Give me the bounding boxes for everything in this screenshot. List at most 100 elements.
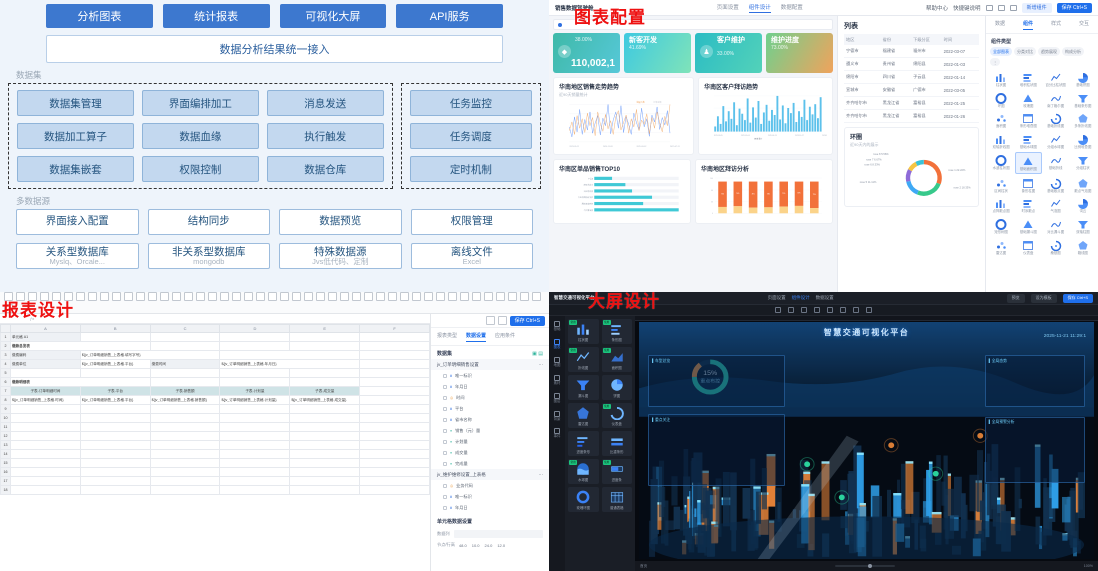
dataset-field[interactable]: ≡ 成交量 xyxy=(431,447,549,458)
ribbon-tool-icon[interactable] xyxy=(436,292,445,301)
spreadsheet-table[interactable]: A B C D E F 1 单元格 A1 2 缴款总览表 3 缴费编码 ${jv_订单明细销售_上表格.… xyxy=(0,324,430,495)
ribbon-tool-icon[interactable] xyxy=(76,292,85,301)
sheet-row-header[interactable]: 10 xyxy=(0,413,11,423)
sheet-cell[interactable] xyxy=(359,413,430,423)
field-checkbox[interactable] xyxy=(443,483,447,488)
sheet-col-header[interactable]: E xyxy=(289,324,361,333)
palette-item[interactable]: 词云 xyxy=(1070,195,1096,215)
ribbon-tool-icon[interactable] xyxy=(232,292,241,301)
rail-item[interactable]: 基础 xyxy=(554,321,560,332)
ribbon-tool-icon[interactable] xyxy=(112,292,121,301)
tab-data-config[interactable]: 数据配置 xyxy=(780,4,803,11)
formula-bar[interactable]: ƒx xyxy=(0,314,430,324)
screen-save-button[interactable]: 保存 Ctrl+S xyxy=(1062,293,1093,303)
sheet-cell[interactable] xyxy=(10,449,81,459)
palette-chip[interactable]: 全部图表 xyxy=(990,47,1012,56)
sheet-cell[interactable] xyxy=(149,449,221,459)
sheet-cell[interactable] xyxy=(10,368,81,378)
sheet-row-header[interactable]: 1 xyxy=(0,332,11,342)
statusbar-page[interactable]: 首页 xyxy=(640,563,648,568)
screen-component-card[interactable]: 常用 水球图 xyxy=(568,459,599,484)
screen-component-card[interactable]: 常用 条形图 xyxy=(601,319,632,344)
sheet-row-header[interactable]: 12 xyxy=(0,431,11,441)
sheet-row-header[interactable]: 6 xyxy=(0,377,11,387)
zoom-slider[interactable] xyxy=(835,563,896,568)
arch-pill[interactable]: 统计报表 xyxy=(162,4,270,28)
sheet-cell[interactable] xyxy=(10,467,81,477)
desktop-icon[interactable] xyxy=(985,4,993,11)
palette-item[interactable]: 基础漏斗图 xyxy=(1015,216,1041,236)
sheet-row-header[interactable]: 5 xyxy=(0,368,11,378)
ribbon-tool-icon[interactable] xyxy=(316,292,325,301)
tab-data[interactable]: 数据 xyxy=(994,21,1005,27)
palette-item[interactable]: 桑基图 xyxy=(1043,237,1069,257)
sheet-col-header[interactable]: D xyxy=(219,324,291,333)
sheet-row-header[interactable]: 9 xyxy=(0,404,11,414)
table-row[interactable]: 齐齐哈尔市 黑龙江省 富裕县 2022-01-25 xyxy=(844,96,979,110)
kpi-card[interactable]: ♟ 客户维护 33.00% xyxy=(695,33,762,73)
sheet-cell[interactable] xyxy=(219,431,291,441)
rail-item[interactable]: 背景 xyxy=(554,410,560,422)
sheet-cell[interactable] xyxy=(359,359,430,369)
sheet-row-header[interactable]: 17 xyxy=(0,476,11,486)
ribbon-tool-icon[interactable] xyxy=(496,292,505,301)
palette-item[interactable]: 分组柱状 xyxy=(1070,152,1096,174)
palette-item[interactable]: 基础水球图 xyxy=(1015,131,1041,151)
ribbon-tool-icon[interactable] xyxy=(196,292,205,301)
sheet-cell[interactable] xyxy=(149,404,221,414)
arch-cell[interactable]: 任务监控 xyxy=(409,90,532,116)
rowheight-v4[interactable]: 12.0 xyxy=(497,542,506,548)
cell-data-column-input[interactable] xyxy=(453,530,543,538)
sheet-row-header[interactable]: 2 xyxy=(0,341,11,351)
sheet-cell[interactable]: ${jv_订单明细销售_上表格.年月日} xyxy=(219,359,361,369)
tab-page-settings[interactable]: 页面设置 xyxy=(767,295,786,300)
screen-component-card[interactable]: 常用 进度条 xyxy=(601,459,632,484)
ribbon-tool-icon[interactable] xyxy=(292,292,301,301)
palette-item[interactable]: 条形堆叠图 xyxy=(1015,110,1041,130)
sheet-cell[interactable] xyxy=(79,467,151,477)
sheet-cell[interactable] xyxy=(359,332,430,342)
sheet-cell[interactable] xyxy=(289,332,361,342)
shortcut-link[interactable]: 快捷键说明 xyxy=(953,5,981,12)
table-row[interactable]: 宁德市 福建省 福州市 2022-03-07 xyxy=(844,45,979,58)
ribbon-tool-icon[interactable] xyxy=(400,292,409,301)
sheet-cell[interactable] xyxy=(10,485,81,495)
sheet-cell[interactable] xyxy=(79,368,151,378)
palette-item[interactable]: 面积图 xyxy=(988,110,1014,130)
rail-item[interactable]: 地图 xyxy=(554,356,560,368)
preview-button[interactable]: 预览 xyxy=(1006,293,1025,303)
palette-item[interactable]: 对比漏斗图 xyxy=(1043,216,1069,236)
sheet-cell[interactable] xyxy=(149,440,221,450)
arch-source-cell[interactable]: 特殊数据源 Jvs低代码、定制 xyxy=(279,243,402,269)
sheet-row-header[interactable]: 4 xyxy=(0,359,11,369)
ribbon-tool-icon[interactable] xyxy=(88,292,97,301)
tab-data-settings[interactable]: 数据设置 xyxy=(815,295,834,300)
palette-item[interactable]: 百分比柱状图 xyxy=(1043,69,1069,89)
palette-item[interactable]: 玫瑰图 xyxy=(1015,90,1041,110)
ribbon-tool-icon[interactable] xyxy=(160,292,169,301)
sheet-cell[interactable] xyxy=(359,422,430,432)
sheet-cell[interactable] xyxy=(79,440,151,450)
sheet-cell[interactable] xyxy=(219,341,291,351)
ribbon-tool-icon[interactable] xyxy=(388,292,397,301)
table-row[interactable]: 宣城市 安徽省 广德市 2022-03-05 xyxy=(844,83,979,97)
table-row[interactable]: 绵阳市 四川省 子云县 2022-01-14 xyxy=(844,70,979,84)
chart-panel-line[interactable]: 华南地区销售走势趋势 近90天销量统计 2023-05-11 2024-11-09… xyxy=(553,77,695,155)
ribbon-tool-icon[interactable] xyxy=(352,292,361,301)
palette-item[interactable]: 双轴柱图 xyxy=(1070,216,1096,236)
palette-chip[interactable]: ⋮ xyxy=(990,58,1000,66)
sheet-cell[interactable] xyxy=(289,440,361,450)
rail-item[interactable]: 事件 xyxy=(554,428,560,439)
ribbon-tool-icon[interactable] xyxy=(4,304,13,313)
ribbon-tool-icon[interactable] xyxy=(52,292,61,301)
arch-cell[interactable]: 执行触发 xyxy=(266,123,384,149)
rail-item[interactable]: 素材 xyxy=(554,374,560,386)
sheet-cell[interactable] xyxy=(149,458,221,468)
sheet-cell[interactable]: ${jv_订单明细销售_上表格.时间} xyxy=(10,395,81,405)
arch-source-cell[interactable]: 权限管理 xyxy=(410,209,533,235)
field-checkbox[interactable] xyxy=(443,406,447,411)
dataset-field[interactable]: ◎ 业务代码 xyxy=(431,480,549,491)
sheet-cell[interactable] xyxy=(359,350,430,360)
ribbon-tool-icon[interactable] xyxy=(484,292,493,301)
palette-item[interactable]: 堆积柱状图 xyxy=(1015,69,1041,89)
